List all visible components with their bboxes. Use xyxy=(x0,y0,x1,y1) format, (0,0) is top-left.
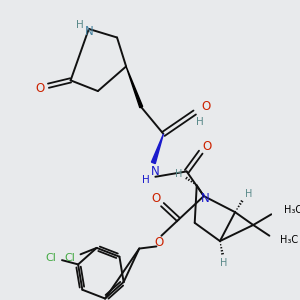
Text: O: O xyxy=(36,82,45,95)
Text: H: H xyxy=(244,189,252,199)
Text: H: H xyxy=(76,20,84,30)
Text: O: O xyxy=(155,236,164,249)
Text: Cl: Cl xyxy=(46,253,56,263)
Text: O: O xyxy=(202,140,212,153)
Text: H: H xyxy=(175,169,182,178)
Text: O: O xyxy=(152,192,161,205)
Text: O: O xyxy=(201,100,210,112)
Text: N: N xyxy=(151,165,160,178)
Text: H: H xyxy=(142,175,150,185)
Text: H₃C: H₃C xyxy=(280,235,298,245)
Text: N: N xyxy=(200,192,209,205)
Text: H₃C: H₃C xyxy=(284,205,300,215)
Text: H: H xyxy=(196,117,204,127)
Text: N: N xyxy=(84,25,93,38)
Polygon shape xyxy=(152,134,164,164)
Text: Cl: Cl xyxy=(64,253,75,262)
Text: H: H xyxy=(220,257,228,268)
Polygon shape xyxy=(126,66,143,108)
